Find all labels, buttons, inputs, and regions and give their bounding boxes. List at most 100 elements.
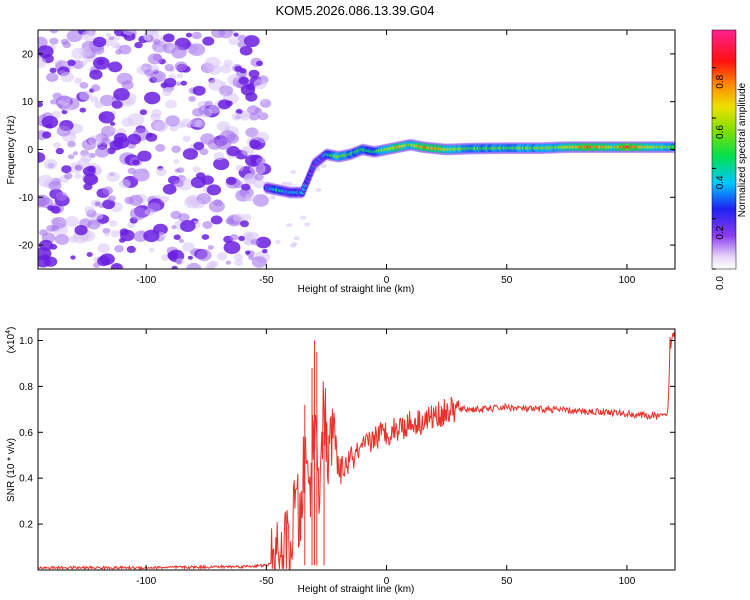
- noise-blob: [250, 239, 259, 246]
- noise-blob: [193, 141, 205, 151]
- noise-blob: [269, 195, 276, 200]
- noise-blob: [95, 146, 110, 158]
- noise-blob: [55, 147, 64, 155]
- colorbar-label: Normalized spectral amplitude: [737, 82, 748, 217]
- noise-blob: [171, 46, 187, 59]
- noise-blob: [254, 107, 262, 114]
- noise-blob: [242, 213, 252, 221]
- noise-blob: [144, 91, 161, 105]
- snr-y-scale-label: (x104): [5, 327, 17, 354]
- noise-blob: [207, 245, 214, 250]
- x-tick-label: 100: [619, 275, 636, 286]
- noise-blob: [74, 225, 88, 236]
- noise-blob: [202, 221, 213, 229]
- y-tick-label: 0: [27, 145, 33, 156]
- noise-blob: [49, 67, 57, 74]
- noise-blob: [217, 99, 232, 110]
- y-tick-label: -20: [19, 241, 34, 252]
- noise-blob: [147, 202, 161, 213]
- noise-blob: [195, 199, 203, 206]
- noise-blob: [245, 154, 261, 167]
- noise-blob: [300, 215, 307, 220]
- noise-blob: [254, 173, 264, 181]
- noise-blob: [51, 217, 67, 229]
- noise-blob: [70, 255, 76, 260]
- noise-blob: [126, 245, 136, 253]
- noise-blob: [102, 227, 111, 234]
- noise-blob: [86, 252, 93, 257]
- noise-blob: [95, 213, 104, 220]
- noise-blob: [260, 98, 266, 103]
- noise-blob: [213, 199, 223, 207]
- noise-blob: [81, 30, 96, 41]
- noise-blob: [83, 174, 99, 186]
- noise-blob: [246, 196, 252, 202]
- noise-blob: [62, 41, 72, 49]
- noise-blob: [286, 223, 293, 228]
- noise-blob: [238, 235, 246, 241]
- noise-blob: [182, 242, 195, 252]
- noise-blob: [110, 263, 123, 269]
- noise-blob: [93, 56, 110, 70]
- noise-blob: [240, 220, 249, 228]
- noise-blob: [156, 232, 167, 240]
- noise-blob: [148, 247, 155, 253]
- noise-blob: [145, 133, 158, 142]
- noise-blob: [154, 121, 168, 132]
- noise-blob: [38, 45, 54, 58]
- noise-blob: [56, 125, 71, 137]
- noise-blob: [121, 117, 134, 128]
- noise-blob: [38, 194, 50, 207]
- colorbar-tick-label: 0.4: [715, 175, 726, 189]
- noise-blob: [77, 158, 91, 168]
- noise-blob: [208, 64, 222, 75]
- noise-blob: [49, 30, 59, 34]
- noise-blob: [118, 179, 131, 189]
- noise-blob: [185, 32, 193, 38]
- noise-blob: [99, 94, 115, 107]
- noise-blob: [120, 229, 135, 242]
- noise-blob: [111, 35, 120, 42]
- noise-blob: [107, 195, 116, 202]
- noise-blob: [191, 31, 202, 40]
- noise-blob: [60, 71, 74, 83]
- noise-blob: [150, 70, 166, 83]
- colorbar-ticks: 0.0 0.2 0.4 0.6 0.8: [712, 67, 726, 290]
- noise-blob: [147, 53, 163, 65]
- y-tick-label: 1.0: [19, 336, 33, 347]
- noise-blob: [65, 216, 79, 227]
- noise-blob: [165, 99, 177, 109]
- noise-blob: [178, 213, 190, 222]
- noise-blob: [210, 260, 219, 267]
- noise-blob: [89, 69, 103, 80]
- noise-blob: [121, 80, 134, 90]
- noise-blob: [262, 249, 268, 254]
- snr-y-axis-label: SNR (10 * v/v): [6, 438, 17, 502]
- noise-blob: [252, 194, 269, 207]
- noise-blob: [163, 33, 175, 43]
- noise-blob: [61, 165, 72, 174]
- colorbar-tick-label: 0.0: [715, 276, 726, 290]
- noise-blob: [315, 187, 322, 192]
- noise-blob: [108, 220, 118, 227]
- noise-blob: [67, 59, 76, 67]
- noise-blob: [98, 111, 115, 124]
- noise-blob: [94, 100, 104, 109]
- y-tick-label: 0.8: [19, 382, 33, 393]
- noise-blob: [171, 265, 178, 269]
- noise-blob: [155, 144, 166, 152]
- noise-blob: [238, 76, 249, 85]
- colorbar: 0.0 0.2 0.4 0.6 0.8 Normalized spectral ampl…: [711, 29, 748, 290]
- noise-blob: [194, 119, 206, 128]
- noise-blob: [293, 236, 300, 241]
- noise-blob: [132, 168, 150, 182]
- noise-blob: [219, 85, 234, 96]
- noise-blob: [66, 30, 83, 43]
- spectrogram-noise-field: [38, 30, 327, 269]
- noise-blob: [235, 164, 244, 172]
- noise-blob: [216, 252, 228, 261]
- noise-blob: [46, 72, 59, 83]
- noise-blob: [90, 96, 99, 103]
- noise-blob: [102, 186, 113, 195]
- noise-blob: [241, 145, 255, 156]
